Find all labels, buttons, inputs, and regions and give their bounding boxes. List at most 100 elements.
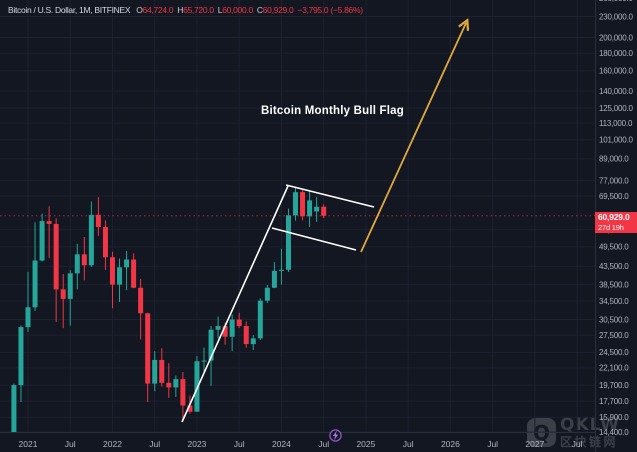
candle — [201, 347, 207, 373]
candle — [257, 298, 263, 341]
y-axis-label: 17,700.0 — [599, 397, 629, 406]
candle — [117, 258, 123, 302]
y-axis-label: 19,700.0 — [599, 381, 629, 390]
candle — [271, 262, 277, 289]
candle — [109, 251, 115, 309]
event-icon[interactable] — [329, 429, 342, 442]
symbol-title[interactable]: Bitcoin / U.S. Dollar, 1M, BITFINEX — [8, 5, 131, 15]
current-price-value: 60,929.0 — [598, 212, 630, 222]
y-axis-label: 113,000.0 — [599, 119, 633, 128]
y-axis-label: 160,000.0 — [599, 67, 634, 76]
y-axis-label: 22,100.0 — [599, 364, 629, 373]
y-axis-label: 200,000.0 — [599, 33, 634, 42]
current-price-label: 60,929.0 27d 19h — [595, 212, 637, 233]
y-axis-label: 69,500.0 — [599, 192, 629, 201]
candle — [39, 213, 45, 262]
y-axis-label: 230,000.0 — [599, 12, 634, 21]
x-axis-label: Jul — [572, 439, 583, 449]
candle — [278, 248, 284, 285]
y-axis-label: 14,400.0 — [599, 428, 629, 437]
candle — [145, 312, 151, 403]
bull-flag-text-label[interactable]: Bitcoin Monthly Bull Flag — [261, 105, 404, 117]
y-axis-label: 30,500.0 — [599, 315, 629, 324]
grid-layer — [0, 0, 595, 433]
candle — [152, 351, 158, 392]
candle — [95, 197, 101, 236]
flagpole-trendline[interactable] — [181, 185, 289, 423]
y-axis-label: 27,500.0 — [599, 331, 629, 340]
candle — [81, 236, 87, 281]
high-label: H — [177, 5, 184, 15]
x-axis-label: Jul — [487, 439, 498, 449]
candle — [18, 325, 24, 403]
candle — [166, 363, 172, 398]
watermark-site-name-cn: 区块链网 — [560, 435, 619, 449]
lightning-icon — [332, 430, 339, 441]
candle — [159, 348, 165, 387]
x-axis-label: Jul — [403, 439, 414, 449]
x-axis-label: 2023 — [187, 439, 206, 449]
y-axis-label: 77,000.0 — [599, 176, 629, 185]
y-axis-label: 101,000.0 — [599, 136, 634, 145]
y-axis-label: 89,000.0 — [599, 155, 629, 164]
y-axis-label: 180,000.0 — [599, 49, 634, 58]
candle — [307, 190, 313, 228]
candle — [264, 284, 270, 303]
candle — [25, 271, 31, 332]
x-axis-label: Jul — [65, 439, 76, 449]
x-axis-label: 2021 — [19, 439, 38, 449]
ohlc-low: L60,000.0 — [218, 5, 253, 15]
time-axis[interactable]: 2021 Jul 2022 Jul 2023 Jul 2024 Jul 2025 Jul 2026 J… — [19, 439, 583, 449]
candle — [46, 206, 52, 258]
x-axis-label: 2027 — [525, 439, 544, 449]
candle — [60, 274, 66, 329]
y-axis-label: 140,000.0 — [599, 87, 634, 96]
watermark-site-name: QKLW — [560, 415, 620, 435]
candle — [321, 204, 327, 219]
change-value: −3,795.0 (−5.86%) — [297, 5, 363, 15]
flag-lower-line[interactable] — [271, 227, 357, 251]
candle — [131, 253, 137, 289]
candle — [11, 383, 17, 432]
candle — [74, 243, 80, 290]
candles-layer — [11, 187, 327, 432]
y-axis-label: 125,000.0 — [599, 104, 634, 113]
close-value: 60,929.0 — [262, 5, 294, 15]
x-axis-label: 2024 — [272, 439, 291, 449]
y-axis-label: 43,500.0 — [599, 262, 629, 271]
flag-upper-line[interactable] — [285, 184, 375, 208]
bar-close-countdown: 27d 19h — [598, 222, 624, 232]
x-axis-label: 2022 — [103, 439, 122, 449]
candle — [285, 208, 291, 272]
y-axis-label: 15,900.0 — [599, 413, 629, 422]
y-axis-label: 34,500.0 — [599, 297, 629, 306]
y-axis-label: 49,500.0 — [599, 243, 629, 252]
y-axis-label: 260,000.0 — [599, 0, 634, 3]
x-axis-label: Jul — [149, 439, 160, 449]
candle — [173, 375, 179, 397]
projection-arrow[interactable] — [360, 23, 466, 253]
y-axis-label: 24,500.0 — [599, 348, 629, 357]
candle — [180, 371, 186, 422]
x-axis-label: Jul — [318, 439, 329, 449]
candle — [67, 270, 73, 326]
low-value: 60,000.0 — [222, 5, 253, 15]
candle — [88, 201, 94, 267]
candle — [124, 250, 130, 291]
x-axis-label: 2026 — [441, 439, 460, 449]
candle — [243, 321, 249, 348]
candle — [236, 312, 242, 329]
ohlc-open: O64,724.0 — [136, 5, 173, 15]
x-axis-label: 2025 — [356, 439, 375, 449]
candle — [293, 187, 299, 221]
candle — [314, 197, 320, 222]
ohlc-high: H65,720.0 — [177, 5, 214, 15]
open-label: O — [136, 5, 143, 15]
candle — [300, 189, 306, 221]
y-axis-label: 38,500.0 — [599, 280, 629, 289]
candle — [138, 278, 144, 340]
candle — [102, 220, 108, 270]
candle — [32, 222, 38, 311]
